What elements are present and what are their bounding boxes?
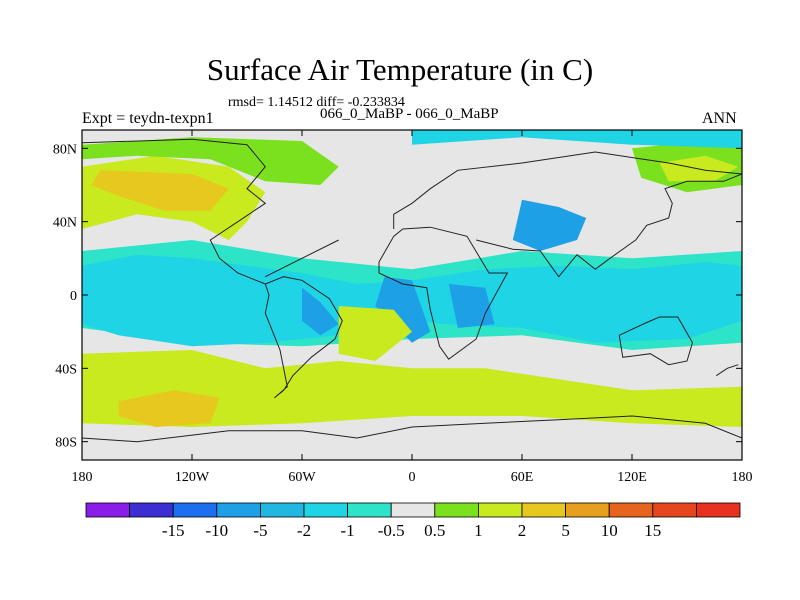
field-region (82, 350, 742, 427)
colorbar-label: 1 (474, 521, 483, 540)
chart-title: Surface Air Temperature (in C) (206, 52, 594, 87)
colorbar-swatch (390, 502, 436, 518)
coastline (82, 415, 742, 443)
coastline (265, 239, 339, 278)
colorbar: -15 -10 -5 -2 -1 -0.5 0.5 1 2 5 10 15 (85, 502, 741, 540)
colorbar-label: 5 (561, 521, 570, 540)
y-tick-label: 0 (70, 289, 77, 304)
axes-ticks: 180 120W 60W 0 60E 120E 180 80N 40N 0 40S 80S (53, 130, 753, 485)
colorbar-swatch (434, 502, 479, 518)
coastline (378, 226, 509, 360)
case-label: 066_0_MaBP - 066_0_MaBP (320, 106, 499, 122)
field-region (82, 137, 339, 185)
x-tick-label: 60E (511, 470, 534, 485)
coastline (716, 364, 739, 377)
field-region (448, 284, 495, 328)
field-region (412, 130, 742, 149)
temperature-field (82, 130, 742, 460)
colorbar-label: -5 (253, 521, 267, 540)
season-label: ANN (702, 110, 737, 127)
colorbar-swatch (521, 502, 566, 518)
field-region (338, 306, 412, 361)
colorbar-swatch (172, 502, 218, 518)
colorbar-swatch (303, 502, 348, 518)
y-tick-label: 80S (55, 436, 77, 451)
field-region (512, 199, 587, 251)
colorbar-swatch (696, 502, 741, 518)
colorbar-swatch (259, 502, 305, 518)
colorbar-label: -0.5 (378, 521, 405, 540)
colorbar-label: -1 (341, 521, 355, 540)
field-region (375, 276, 431, 343)
y-tick-label: 40S (55, 362, 77, 377)
x-tick-label: 120E (617, 470, 647, 485)
colorbar-swatch (129, 502, 174, 518)
colorbar-swatch (477, 502, 523, 518)
field-region (91, 170, 229, 211)
y-tick-label: 80N (53, 142, 77, 157)
coastline (393, 151, 742, 229)
colorbar-label: -10 (205, 521, 228, 540)
field-region (118, 390, 220, 427)
colorbar-swatch (347, 502, 392, 518)
coastline (476, 173, 742, 278)
field-region (302, 287, 339, 336)
coastline (82, 138, 267, 285)
stats-line: rmsd= 1.14512 diff= -0.233834 (228, 95, 405, 110)
experiment-label: Expt = teydn-texpn1 (82, 110, 214, 127)
colorbar-label: 15 (644, 521, 661, 540)
x-tick-label: 120W (175, 470, 210, 485)
colorbar-label: -2 (297, 521, 311, 540)
x-tick-label: 60W (288, 470, 316, 485)
colorbar-swatch (216, 502, 261, 518)
colorbar-label: 2 (518, 521, 527, 540)
coastline (264, 276, 343, 399)
coastline (618, 316, 694, 366)
colorbar-label: 0.5 (424, 521, 445, 540)
colorbar-swatch (608, 502, 654, 518)
colorbar-swatch (85, 502, 130, 518)
coastlines (82, 138, 742, 443)
field-region (659, 155, 739, 182)
x-tick-label: 180 (732, 470, 753, 485)
colorbar-swatch (565, 502, 610, 518)
y-tick-label: 40N (53, 216, 77, 231)
x-tick-label: 0 (409, 470, 416, 485)
x-tick-label: 180 (72, 470, 93, 485)
colorbar-swatch (652, 502, 697, 518)
colorbar-label: -15 (162, 521, 185, 540)
colorbar-label: 10 (601, 521, 618, 540)
